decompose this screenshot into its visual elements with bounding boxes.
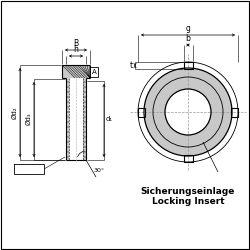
Text: A: A — [36, 166, 41, 172]
Text: b: b — [186, 34, 190, 43]
Text: d₁: d₁ — [106, 116, 113, 122]
Polygon shape — [62, 65, 90, 78]
Text: A: A — [92, 69, 96, 75]
Text: 30°: 30° — [94, 168, 105, 172]
Text: Sicherungseinlage: Sicherungseinlage — [141, 188, 235, 196]
Polygon shape — [184, 62, 192, 69]
Polygon shape — [184, 155, 192, 162]
Polygon shape — [14, 164, 44, 174]
Polygon shape — [69, 78, 83, 160]
Text: Ød₂: Ød₂ — [12, 106, 18, 119]
Text: t: t — [130, 61, 133, 70]
Text: B: B — [74, 39, 78, 48]
Polygon shape — [138, 108, 145, 116]
Text: g: g — [186, 24, 190, 33]
Circle shape — [165, 89, 211, 135]
Text: Locking Insert: Locking Insert — [152, 198, 224, 206]
Wedge shape — [144, 68, 232, 156]
Text: Ød₃: Ød₃ — [26, 113, 32, 125]
Text: h: h — [74, 45, 78, 54]
Polygon shape — [66, 78, 86, 160]
Text: x: x — [25, 166, 29, 172]
Polygon shape — [231, 108, 238, 116]
